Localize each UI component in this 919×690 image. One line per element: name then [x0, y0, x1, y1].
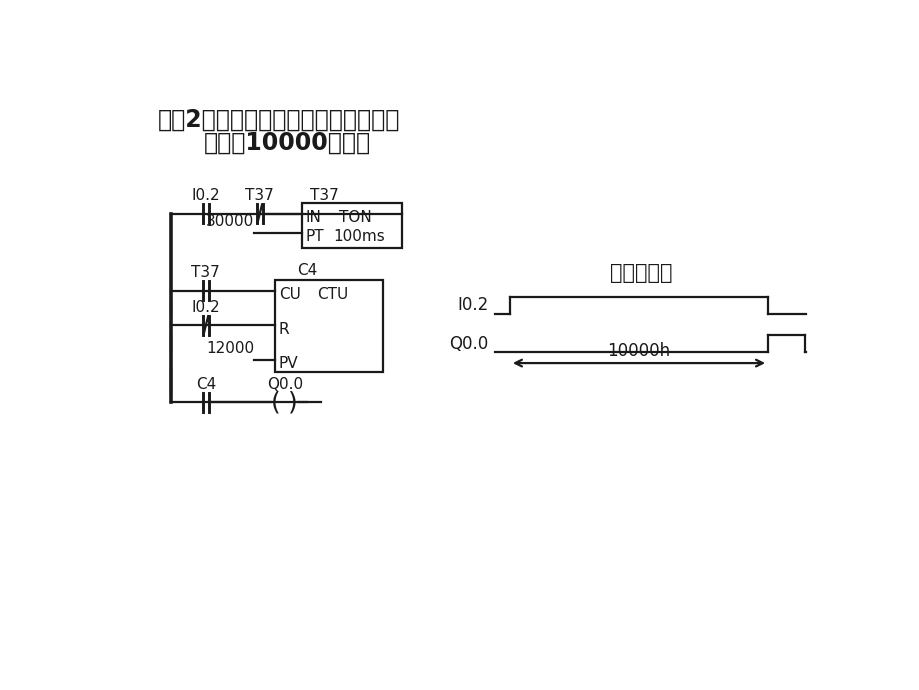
Text: (: ( — [271, 391, 280, 415]
Text: 10000h: 10000h — [607, 342, 670, 360]
Text: 30000: 30000 — [206, 214, 254, 229]
Text: Q0.0: Q0.0 — [267, 377, 303, 391]
Text: PT: PT — [306, 229, 324, 244]
Text: ): ) — [288, 391, 298, 415]
Text: Q0.0: Q0.0 — [448, 335, 488, 353]
Text: IN: IN — [306, 210, 322, 225]
Bar — [301, 203, 402, 248]
Text: I0.2: I0.2 — [457, 296, 488, 315]
Text: CU: CU — [278, 287, 301, 302]
Bar — [275, 280, 382, 373]
Text: PV: PV — [278, 356, 299, 371]
Text: T37: T37 — [310, 188, 338, 203]
Text: 100ms: 100ms — [333, 229, 384, 244]
Text: T37: T37 — [191, 265, 220, 280]
Text: C4: C4 — [196, 377, 216, 391]
Text: 12000: 12000 — [206, 341, 254, 356]
Text: R: R — [278, 322, 289, 337]
Text: I0.2: I0.2 — [191, 299, 220, 315]
Text: 方案2：用计数器扩展定时器定时范围: 方案2：用计数器扩展定时器定时范围 — [157, 108, 399, 131]
Text: CTU: CTU — [317, 287, 348, 302]
Text: T37: T37 — [245, 188, 274, 203]
Text: （最长10000小时）: （最长10000小时） — [203, 130, 370, 155]
Text: TON: TON — [339, 210, 371, 225]
Text: I0.2: I0.2 — [191, 188, 220, 203]
Text: 逻辑时序图: 逻辑时序图 — [609, 263, 672, 283]
Text: C4: C4 — [297, 264, 317, 278]
